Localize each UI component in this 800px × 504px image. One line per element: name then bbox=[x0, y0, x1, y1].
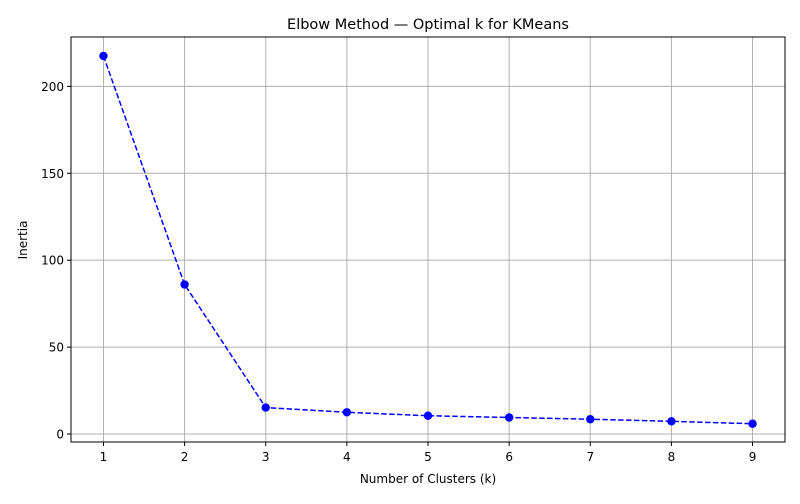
y-tick-label: 100 bbox=[41, 254, 64, 268]
chart-title: Elbow Method — Optimal k for KMeans bbox=[287, 17, 569, 33]
series-layer bbox=[99, 51, 757, 428]
x-tick-label: 8 bbox=[668, 450, 676, 464]
x-tick-label: 4 bbox=[343, 450, 351, 464]
x-tick-label: 1 bbox=[100, 450, 108, 464]
x-tick-label: 5 bbox=[424, 450, 432, 464]
y-tick-label: 150 bbox=[41, 167, 64, 181]
data-point bbox=[667, 417, 676, 426]
y-axis-ticks: 0 50 100 150 200 bbox=[41, 80, 71, 442]
data-point bbox=[423, 411, 433, 420]
x-axis-ticks: 1 2 3 4 5 6 7 8 9 bbox=[100, 442, 757, 464]
data-point bbox=[99, 51, 108, 61]
x-tick-label: 7 bbox=[586, 450, 594, 464]
y-tick-label: 0 bbox=[56, 428, 64, 442]
data-point bbox=[180, 280, 189, 289]
data-point bbox=[261, 403, 270, 412]
data-point bbox=[504, 413, 514, 422]
y-axis-label: Inertia bbox=[16, 221, 30, 260]
grid bbox=[71, 37, 785, 442]
series-line bbox=[102, 55, 753, 425]
x-tick-label: 6 bbox=[505, 450, 513, 464]
data-point bbox=[748, 419, 757, 428]
y-tick-label: 50 bbox=[49, 341, 64, 355]
data-point bbox=[586, 415, 595, 424]
x-axis-label: Number of Clusters (k) bbox=[360, 472, 496, 486]
data-point bbox=[342, 408, 352, 417]
x-tick-label: 3 bbox=[262, 450, 270, 464]
y-tick-label: 200 bbox=[41, 80, 64, 94]
x-tick-label: 2 bbox=[181, 450, 189, 464]
x-tick-label: 9 bbox=[749, 450, 757, 464]
